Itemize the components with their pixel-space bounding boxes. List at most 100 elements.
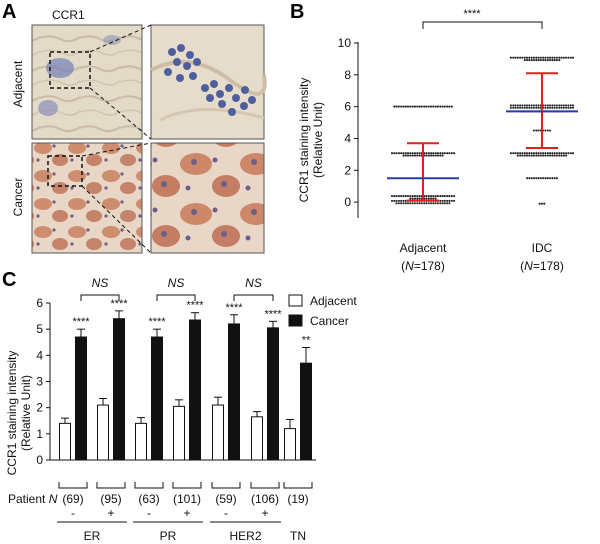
bar-significance: **** [186, 300, 204, 312]
panel-b-dot [555, 104, 558, 107]
panel-b-dot [562, 104, 565, 107]
panel-b-dot [453, 199, 456, 202]
panel-b-dot [436, 195, 439, 198]
panel-c-chart: C CCR1 staining intensity (Relative Unit… [2, 269, 357, 543]
panel-b-sig-bracket [422, 21, 543, 29]
panel-b-dot [404, 105, 407, 108]
panel-b-dot [523, 106, 526, 109]
panel-b-dot [425, 197, 428, 200]
panel-b-dot [413, 202, 416, 205]
panel-b-dot [528, 106, 531, 109]
panel-b-dot [453, 195, 456, 198]
bar-cancer [75, 336, 87, 461]
panel-b-dot [443, 105, 446, 108]
panel-b-dot [548, 106, 552, 109]
panel-b-dot [546, 152, 549, 155]
panel-b-dot [543, 202, 546, 205]
panel-b-dot [537, 56, 540, 59]
patient-n-label: (106) [251, 492, 279, 506]
panel-b-dot [443, 202, 446, 205]
panel-b-dot [532, 104, 535, 107]
panel-b-dot [542, 154, 545, 157]
panel-b-dot [432, 152, 435, 155]
panel-b-dot [423, 202, 426, 205]
patient-n-label: (95) [100, 492, 121, 506]
panel-b-group-n: (N=178) [520, 259, 564, 273]
panel-b-dot [532, 177, 536, 180]
panel-b-dot [446, 152, 449, 155]
panel-b-dot [418, 195, 421, 198]
cancer-lowmag-image [31, 142, 143, 254]
panel-b-dot [528, 154, 531, 157]
panel-b-dot [546, 59, 549, 62]
panel-b-dot [427, 202, 430, 205]
row-label-cancer: Cancer [11, 178, 25, 217]
panel-b-dot [530, 56, 533, 59]
panel-b-dot [397, 199, 400, 202]
panel-b-dot [528, 104, 531, 107]
panel-b-dot [565, 56, 568, 59]
panel-b-dot [523, 104, 526, 107]
panel-b-dot [528, 152, 531, 155]
ns-label: NS [168, 276, 185, 290]
bar-cancer [267, 327, 279, 461]
bar-adjacent [173, 405, 185, 461]
panel-b-dot [565, 154, 568, 157]
panel-c-ylabel-1: CCR1 staining intensity [5, 351, 19, 476]
panel-b-dot [565, 106, 568, 109]
panel-b-dot [411, 197, 414, 200]
panel-b-dot [525, 106, 529, 109]
panel-b-dot [423, 105, 426, 108]
panel-b-dot [530, 104, 533, 107]
panel-b-dot [416, 202, 419, 205]
panel-b-dot [569, 104, 572, 107]
panel-b-dot [427, 154, 430, 157]
receptor-label: TN [290, 529, 306, 543]
panel-b-dot [409, 152, 412, 155]
panel-b-group-label: Adjacent [400, 241, 447, 255]
panel-b-dot [525, 104, 529, 107]
panel-b-dot [551, 104, 554, 107]
panel-b-dot [535, 154, 538, 157]
bar-significance: **** [225, 302, 243, 314]
panel-b-dot [446, 202, 449, 205]
bar-cancer [189, 319, 201, 461]
adjacent-zoom-box [49, 51, 91, 89]
panel-b-dot [548, 56, 552, 59]
panel-b-dot [553, 152, 556, 155]
panel-b-dot [532, 152, 535, 155]
panel-b-dot [560, 56, 563, 59]
patient-bracket [211, 482, 241, 489]
panel-b-dot [439, 154, 442, 157]
panel-b-dot [432, 197, 435, 200]
panel-b-dot [544, 56, 547, 59]
panel-b-dot [434, 197, 437, 200]
panel-b-dot [548, 152, 552, 155]
panel-b-dot [441, 195, 444, 198]
panel-b-dot [411, 152, 414, 155]
panel-b-dot [539, 56, 542, 59]
panel-b-dot [400, 195, 403, 198]
panel-b-dot [537, 59, 540, 62]
receptor-status: + [261, 506, 268, 520]
panel-b-dot [404, 195, 407, 198]
panel-b-dot [555, 59, 558, 62]
legend-label-cancer: Cancer [310, 314, 349, 328]
panel-b-dot [565, 104, 568, 107]
panel-b-dot [558, 152, 561, 155]
panel-b-dot [535, 152, 538, 155]
bar-cancer [228, 323, 240, 461]
panel-b-dot [402, 195, 405, 198]
panel-b: B CCR1 staining intensity (Relative Unit… [290, 0, 600, 280]
panel-b-dot [558, 56, 561, 59]
panel-b-dot [532, 59, 535, 62]
panel-b-dot [413, 152, 417, 155]
panel-b-dot [446, 195, 449, 198]
panel-b-dot [436, 105, 439, 108]
panel-b-group-label: IDC [532, 241, 553, 255]
panel-b-dot [427, 197, 430, 200]
panel-a-svg: A CCR1 Adjacent Cancer [2, 1, 267, 254]
receptor-status: - [147, 506, 151, 520]
panel-b-dot [397, 152, 400, 155]
panel-b-dot [532, 106, 535, 109]
